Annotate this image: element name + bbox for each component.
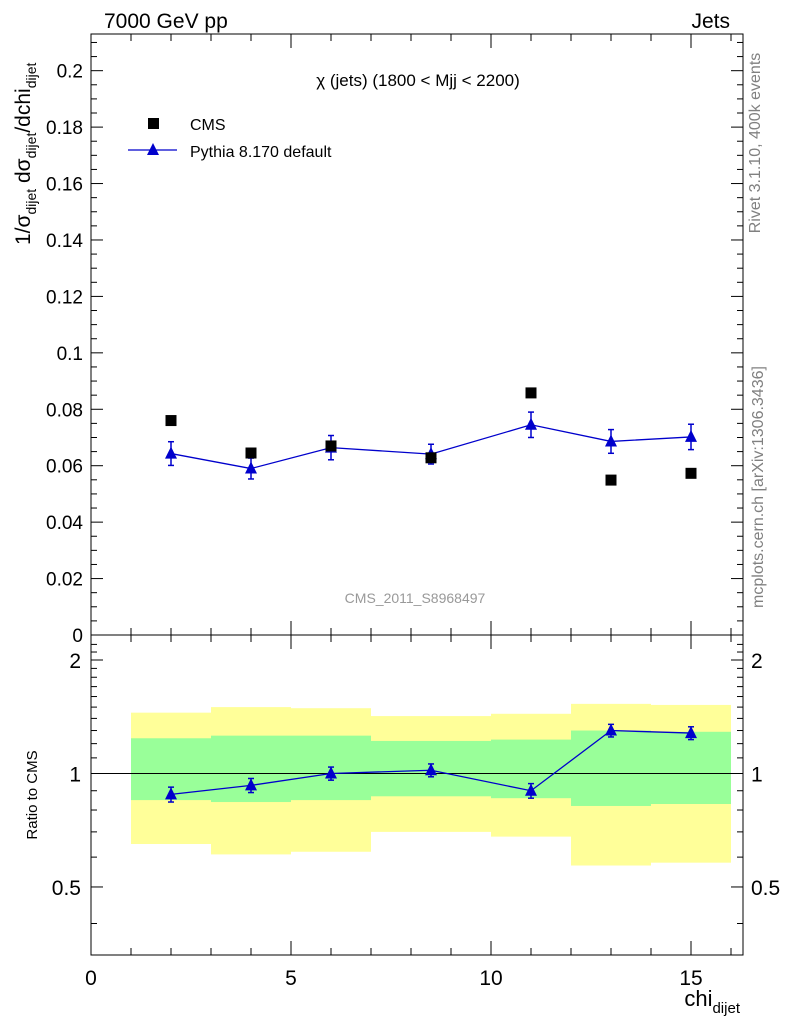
main-ytick-label: 0 <box>72 626 83 647</box>
ratio-xtick-label: 15 <box>679 967 702 990</box>
ratio-panel: 0.5 0.5 1 1 2 2 0 5 10 15 Ratio to CMS chidijet <box>24 634 780 1017</box>
mc-point <box>525 417 537 430</box>
energy-label: 7000 GeV pp <box>104 10 228 33</box>
y-axis-label-ratio: Ratio to CMS <box>24 750 41 839</box>
legend-mc-label: Pythia 8.170 default <box>190 144 332 161</box>
ratio-frame <box>90 634 744 956</box>
y-axis-label-sub-2: dijet <box>23 133 39 159</box>
main-ytick-label: 0.14 <box>46 231 83 252</box>
ratio-mc-point <box>245 778 257 791</box>
main-panel: 00.020.040.060.080.10.120.140.160.180.2 … <box>12 33 744 647</box>
ratio-ytick-label: 2 <box>69 650 81 673</box>
ratio-bands <box>131 703 731 866</box>
ratio-mc-point <box>605 723 617 736</box>
cms-point <box>245 447 257 459</box>
ratio-ytick-label-right: 0.5 <box>751 877 780 900</box>
ratio-data <box>165 723 697 803</box>
y-axis-label-sub-3: dijet <box>23 63 39 89</box>
main-ytick-label: 0.1 <box>57 344 83 365</box>
main-ticks: 0 0.02 0.04 0.06 0.08 0.1 0.12 0.14 0.16 0.18 0.2 <box>46 34 743 647</box>
ratio-mc-point <box>325 766 337 779</box>
legend-mc-marker <box>147 143 159 155</box>
ratio-ticks: 0.5 0.5 1 1 2 2 0 5 10 15 <box>52 635 780 990</box>
ratio-mc-point <box>165 787 177 800</box>
main-ytick-label: 0.18 <box>46 118 83 139</box>
band-inner <box>651 731 731 804</box>
cms-point <box>525 387 537 399</box>
ratio-xtick-label: 0 <box>85 967 97 990</box>
cms-point <box>605 474 617 486</box>
y-axis-label-part-2: dσ <box>12 158 35 189</box>
cms-point <box>165 415 177 427</box>
ratio-ytick-label: 0.5 <box>52 877 81 900</box>
main-ytick-label: 0.08 <box>46 400 83 421</box>
main-ytick-label: 0.2 <box>57 62 83 83</box>
legend-cms-marker <box>148 118 159 129</box>
cms-point <box>685 467 697 479</box>
ratio-mc-point <box>525 783 537 796</box>
mc-point <box>605 434 617 447</box>
ratio-xtick-label: 5 <box>285 967 297 990</box>
main-frame <box>90 33 744 636</box>
side-mcplots-label: mcplots.cern.ch [arXiv:1306.3436] <box>750 366 767 608</box>
x-axis-label-sub: dijet <box>712 1000 740 1017</box>
y-axis-label-part-1: 1/σ <box>12 214 35 245</box>
y-axis-label-main: 1/σdijet dσdijet/dchidijet <box>12 63 39 245</box>
main-ytick-label: 0.16 <box>46 175 83 196</box>
ratio-mc-point <box>425 763 437 776</box>
mc-point <box>245 461 257 474</box>
ratio-mc-point <box>685 726 697 739</box>
mc-point <box>165 446 177 459</box>
main-ytick-label: 0.04 <box>46 513 83 534</box>
ratio-xtick-label: 10 <box>479 967 502 990</box>
main-ytick-label: 0.02 <box>46 570 83 591</box>
category-label: Jets <box>691 10 730 33</box>
ratio-ytick-label: 1 <box>69 763 81 786</box>
cms-point <box>425 452 437 464</box>
plot-title: χ (jets) (1800 < Mjj < 2200) <box>316 71 520 90</box>
ratio-ytick-label-right: 2 <box>751 650 763 673</box>
watermark: CMS_2011_S8968497 <box>345 590 486 606</box>
y-axis-label-sub-1: dijet <box>23 189 39 215</box>
y-axis-label-part-3: /dchi <box>12 88 35 132</box>
main-ytick-label: 0.06 <box>46 457 83 478</box>
legend-cms-label: CMS <box>190 117 226 134</box>
side-rivet-label: Rivet 3.1.10, 400k events <box>747 53 764 234</box>
main-ytick-label: 0.12 <box>46 287 83 308</box>
ratio-ytick-label-right: 1 <box>751 763 763 786</box>
x-axis-label-main: chi <box>684 986 712 1011</box>
cms-point <box>325 440 337 452</box>
main-data <box>165 387 697 486</box>
x-axis-label: chidijet <box>684 986 740 1017</box>
band-inner <box>571 730 651 806</box>
mc-point <box>685 429 697 442</box>
legend: CMS Pythia 8.170 default <box>128 117 332 161</box>
